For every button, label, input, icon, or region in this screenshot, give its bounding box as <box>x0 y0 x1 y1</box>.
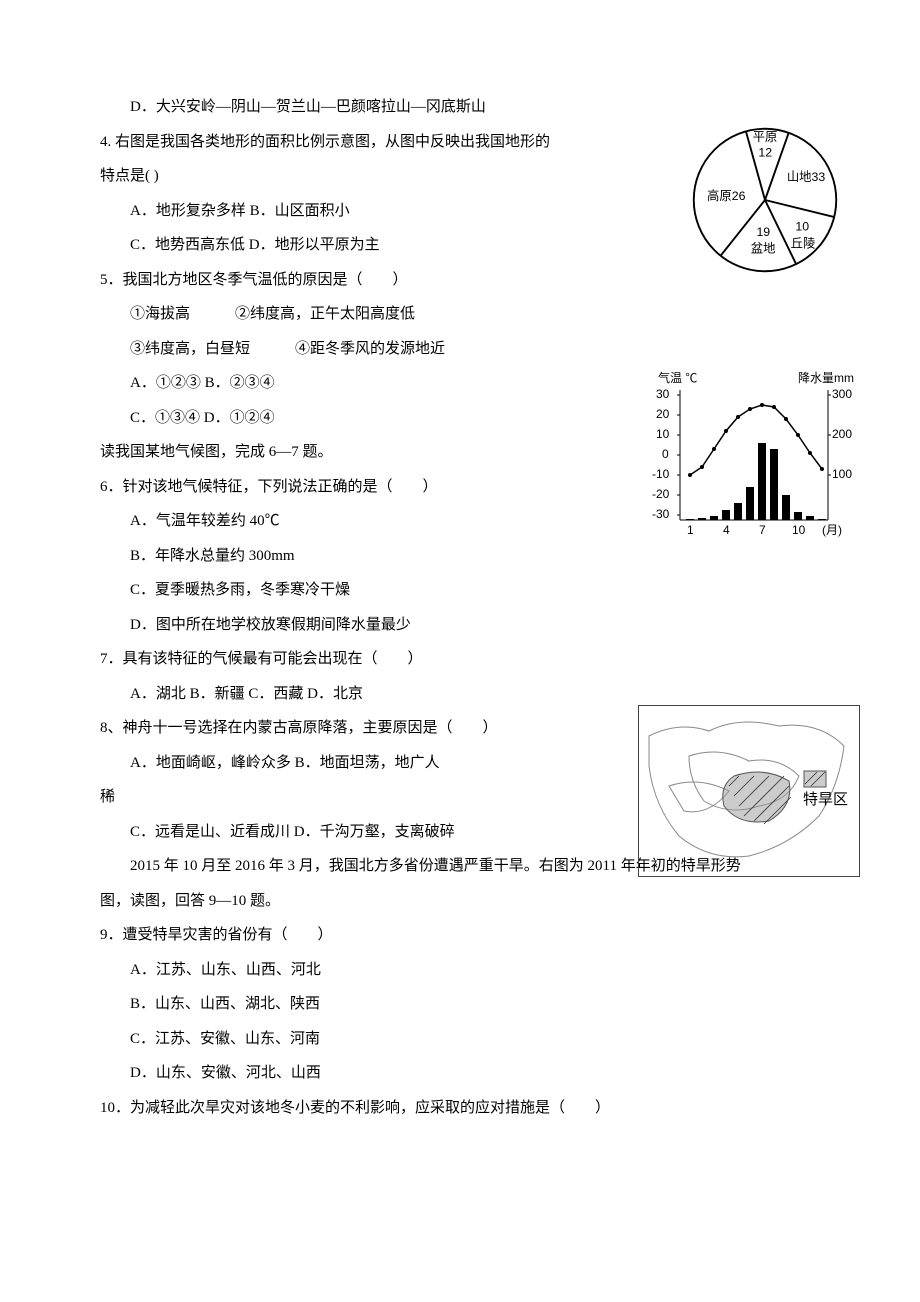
q8-opt-d: D．千沟万壑，支离破碎 <box>294 824 455 840</box>
svg-text:30: 30 <box>656 387 670 401</box>
clim-left-axis: 30 20 10 0 -10 -20 -30 <box>652 387 670 521</box>
svg-text:7: 7 <box>759 523 766 537</box>
svg-text:100: 100 <box>832 467 852 481</box>
q5-opt-a: A．①②③ <box>130 375 201 391</box>
q5-opt-c: C．①③④ <box>130 410 200 426</box>
svg-text:10: 10 <box>792 523 806 537</box>
temp-markers <box>688 403 824 477</box>
svg-text:200: 200 <box>832 427 852 441</box>
pie-label-shandi: 山地33 <box>787 170 826 184</box>
q6-opt-d: D．图中所在地学校放寒假期间降水量最少 <box>100 608 840 643</box>
clim-temp-title: 气温 ℃ <box>658 370 697 385</box>
map-legend-label: 特旱区 <box>803 791 848 808</box>
svg-text:0: 0 <box>662 447 669 461</box>
svg-text:10: 10 <box>656 427 670 441</box>
svg-text:20: 20 <box>656 407 670 421</box>
q6-opt-b: B．年降水总量约 300mm <box>100 539 840 574</box>
q5-opt-b: B．②③④ <box>205 375 275 391</box>
svg-text:-10: -10 <box>652 467 670 481</box>
q5-cond-1: ①海拔高 ②纬度高，正午太阳高度低 <box>100 297 840 332</box>
q9-opt-d: D．山东、安徽、河北、山西 <box>100 1056 840 1091</box>
q4-opt-d: D．地形以平原为主 <box>249 237 380 253</box>
clim-prec-title: 降水量mm <box>798 371 854 385</box>
q9-intro-2: 图，读图，回答 9—10 题。 <box>100 884 840 919</box>
pie-label-pendi: 盆地 <box>751 241 776 255</box>
q5-opt-d: D．①②④ <box>204 410 275 426</box>
q8-opt-a: A．地面崎岖，峰岭众多 <box>130 755 291 771</box>
q5-cond-2: ③纬度高，白昼短 ④距冬季风的发源地近 <box>100 332 840 367</box>
clim-x-axis: 1 4 7 10 (月) <box>687 523 842 537</box>
q6-opt-c: C．夏季暖热多雨，冬季寒冷干燥 <box>100 573 840 608</box>
q8-opt-c: C．远看是山、近看成川 <box>130 824 290 840</box>
pie-label-pingyuan-v: 12 <box>758 145 772 159</box>
terrain-pie-chart: 平原 12 山地33 高原26 19 盆地 10 丘陵 <box>670 105 860 295</box>
svg-text:-20: -20 <box>652 487 670 501</box>
q4-opt-a: A．地形复杂多样 <box>130 203 246 219</box>
q7-opt-b: B．新疆 <box>190 686 245 702</box>
q4-opt-b: B．山区面积小 <box>250 203 350 219</box>
drought-map: 特旱区 <box>638 705 860 877</box>
q7-opt-d: D．北京 <box>307 686 363 702</box>
pie-label-pendi-v: 19 <box>756 225 770 239</box>
svg-text:-30: -30 <box>652 507 670 521</box>
drought-zone <box>723 772 791 824</box>
svg-text:(月): (月) <box>822 523 842 537</box>
pie-label-pingyuan: 平原 <box>753 130 778 144</box>
precip-bars <box>686 443 826 520</box>
q9-opt-a: A．江苏、山东、山西、河北 <box>100 953 840 988</box>
q9-opt-c: C．江苏、安徽、山东、河南 <box>100 1022 840 1057</box>
q9-opt-b: B．山东、山西、湖北、陕西 <box>100 987 840 1022</box>
q7-opt-a: A．湖北 <box>130 686 186 702</box>
pie-label-qiuling-v: 10 <box>795 219 809 233</box>
q7-stem: 7．具有该特征的气候最有可能会出现在（ ） <box>100 642 840 677</box>
svg-text:300: 300 <box>832 387 852 401</box>
svg-text:1: 1 <box>687 523 694 537</box>
q4-opt-c: C．地势西高东低 <box>130 237 245 253</box>
q10-stem: 10．为减轻此次旱灾对该地冬小麦的不利影响，应采取的应对措施是（ ） <box>100 1091 840 1126</box>
climate-chart: 气温 ℃ 降水量mm 30 20 10 0 -10 -20 -30 300 20… <box>650 370 860 540</box>
q9-stem: 9．遭受特旱灾害的省份有（ ） <box>100 918 840 953</box>
q7-opt-c: C．西藏 <box>248 686 303 702</box>
pie-label-gaoyuan: 高原26 <box>707 188 746 203</box>
temp-line <box>690 405 822 475</box>
svg-text:4: 4 <box>723 523 730 537</box>
clim-right-axis: 300 200 100 <box>832 387 852 481</box>
q8-opt-b: B．地面坦荡，地广人 <box>295 755 440 771</box>
pie-label-qiuling: 丘陵 <box>791 237 816 251</box>
